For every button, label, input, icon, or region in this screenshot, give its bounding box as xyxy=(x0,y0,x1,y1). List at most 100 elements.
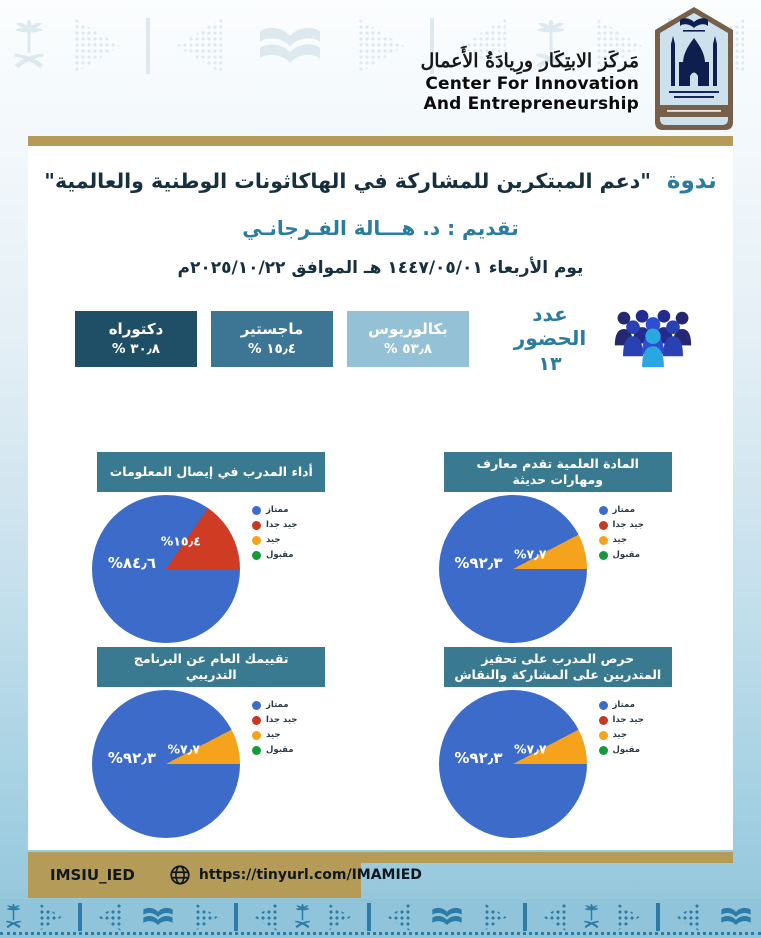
legend-dot xyxy=(598,550,608,560)
divider-icon xyxy=(430,18,434,74)
saudi-emblem-icon xyxy=(293,903,312,931)
degree-value: ١٥٫٤ % xyxy=(248,341,296,357)
decor-band-top xyxy=(0,14,761,78)
chevron-right-icon xyxy=(39,903,62,931)
legend-item: جيد جدا xyxy=(252,715,297,725)
footer-url[interactable]: https://tinyurl.com/IMAMIED xyxy=(198,867,422,883)
saudi-emblem-icon xyxy=(10,18,48,74)
legend-label: مقبول xyxy=(266,745,294,755)
decor-band-bottom-icons xyxy=(4,901,761,933)
legend-label: جيد xyxy=(266,535,281,545)
chevron-left-icon xyxy=(98,903,121,931)
report-card: ندوة "دعم المبتكرين للمشاركة في الهاكاثو… xyxy=(28,136,733,850)
slice-label-major: ٨٤٫٦% xyxy=(107,554,157,573)
legend-item: ممتاز xyxy=(598,505,644,515)
degree-label: ماجستير xyxy=(240,320,304,338)
divider-icon xyxy=(234,903,238,931)
center-logo-english-line1: Center For Innovation xyxy=(425,73,639,94)
pie-chart-3: تقييمك العام عن البرنامج التدريبي ٩٢٫٣% ٧٫… xyxy=(58,647,365,838)
chevron-left-icon xyxy=(676,903,699,931)
legend-dot xyxy=(252,520,261,530)
pie xyxy=(438,690,587,838)
legend-item: ممتاز xyxy=(252,505,297,515)
chevron-right-icon xyxy=(328,903,351,931)
legend-dot xyxy=(598,535,608,545)
center-logo-english-line2: And Entrepreneurship xyxy=(423,94,639,115)
attendance-label: عدد الحضور xyxy=(513,302,587,350)
legend-item: مقبول xyxy=(252,745,297,755)
pie-chart-4: حرص المدرب على تحفيز المتدربين على المشا… xyxy=(405,647,712,838)
chevron-left-icon xyxy=(176,18,222,74)
social-bar: IMSIU_IED https://tinyurl.com/IMAMIED xyxy=(28,852,422,898)
attendance-count: ١٣ xyxy=(538,353,562,375)
legend-dot xyxy=(252,730,261,740)
legend-dot xyxy=(598,505,608,515)
degree-box: دكتوراه ٣٠٫٨ % xyxy=(75,310,197,367)
legend-dot xyxy=(252,550,261,560)
open-book-icon xyxy=(426,906,468,928)
chart-title: أداء المدرب في إيصال المعلومات xyxy=(97,452,326,492)
divider-icon xyxy=(367,903,371,931)
pie xyxy=(92,495,240,643)
chart-title: تقييمك العام عن البرنامج التدريبي xyxy=(97,647,326,687)
center-logo-arabic: مَركَز الابتِكَار ورِيادَةُ الأَعمال xyxy=(420,50,640,72)
degree-box: بكالوريوس ٥٣٫٨ % xyxy=(347,310,469,367)
legend-label: جيد جدا xyxy=(612,520,644,530)
chevron-right-icon xyxy=(484,903,507,931)
chevron-right-icon xyxy=(195,903,218,931)
date-line: يوم الأربعاء ١٤٤٧/٠٥/٠١ هـ الموافق ٢٠٢٥/… xyxy=(177,258,584,278)
legend-dot xyxy=(252,700,261,710)
legend-dot xyxy=(252,535,261,545)
saudi-emblem-icon xyxy=(582,903,601,931)
legend-item: مقبول xyxy=(598,550,644,560)
presenter-line: تقديم : د. هـــالة الفـرجانـي xyxy=(242,216,519,240)
gold-divider-top xyxy=(28,136,733,146)
legend-label: ممتاز xyxy=(612,700,636,710)
chevron-left-icon xyxy=(460,18,506,74)
chart-legend: ممتاز جيد جدا جيد مقبول xyxy=(252,505,297,643)
saudi-emblem-icon xyxy=(4,903,23,931)
degree-value: ٣٠٫٨ % xyxy=(112,341,160,357)
legend-item: جيد xyxy=(252,730,297,740)
open-book-icon xyxy=(715,906,757,928)
chart-legend: ممتاز جيد جدا جيد مقبول xyxy=(598,700,644,838)
chevron-right-icon xyxy=(358,18,404,74)
decor-band-bottom xyxy=(0,899,761,938)
gold-divider-bottom xyxy=(28,852,733,863)
slice-label-minor: ٧٫٧% xyxy=(167,741,200,757)
divider-icon xyxy=(78,903,82,931)
legend-label: ممتاز xyxy=(266,700,289,710)
degree-distribution: بكالوريوس ٥٣٫٨ % ماجستير ١٥٫٤ % دكتوراه ٣٠٫٨ … xyxy=(75,310,469,367)
legend-label: مقبول xyxy=(612,745,641,755)
legend-item: جيد xyxy=(598,730,644,740)
attendance-block: عدد الحضور ١٣ xyxy=(497,302,603,375)
charts-grid: أداء المدرب في إيصال المعلومات ٨٤٫٦% ١٥٫٤%… xyxy=(28,452,733,838)
slice-label-minor: ١٥٫٤% xyxy=(160,533,201,549)
legend-item: جيد xyxy=(252,535,297,545)
legend-dot xyxy=(598,730,608,740)
legend-dot xyxy=(598,745,608,755)
globe-icon xyxy=(169,864,191,886)
center-logo: مَركَز الابتِكَار ورِيادَةُ الأَعمال Cen… xyxy=(421,50,640,115)
university-shield-logo-icon xyxy=(655,7,733,130)
legend-item: جيد جدا xyxy=(598,520,644,530)
legend-item: مقبول xyxy=(252,550,297,560)
slice-label-minor: ٧٫٧% xyxy=(514,741,547,757)
legend-label: ممتاز xyxy=(612,505,636,515)
saudi-emblem-icon xyxy=(532,18,570,74)
legend-label: جيد xyxy=(612,535,628,545)
legend-label: مقبول xyxy=(266,550,294,560)
legend-item: ممتاز xyxy=(252,700,297,710)
open-book-icon xyxy=(137,906,179,928)
legend-dot xyxy=(252,715,261,725)
legend-label: مقبول xyxy=(612,550,641,560)
slice-label-major: ٩٢٫٣% xyxy=(107,749,157,768)
legend-label: ممتاز xyxy=(266,505,289,515)
x-handle[interactable]: IMSIU_IED xyxy=(50,866,135,884)
legend-label: جيد جدا xyxy=(266,715,298,725)
divider-icon xyxy=(146,18,150,74)
chevron-right-icon xyxy=(596,18,642,74)
legend-label: جيد xyxy=(612,730,628,740)
chevron-right-icon xyxy=(74,18,120,74)
